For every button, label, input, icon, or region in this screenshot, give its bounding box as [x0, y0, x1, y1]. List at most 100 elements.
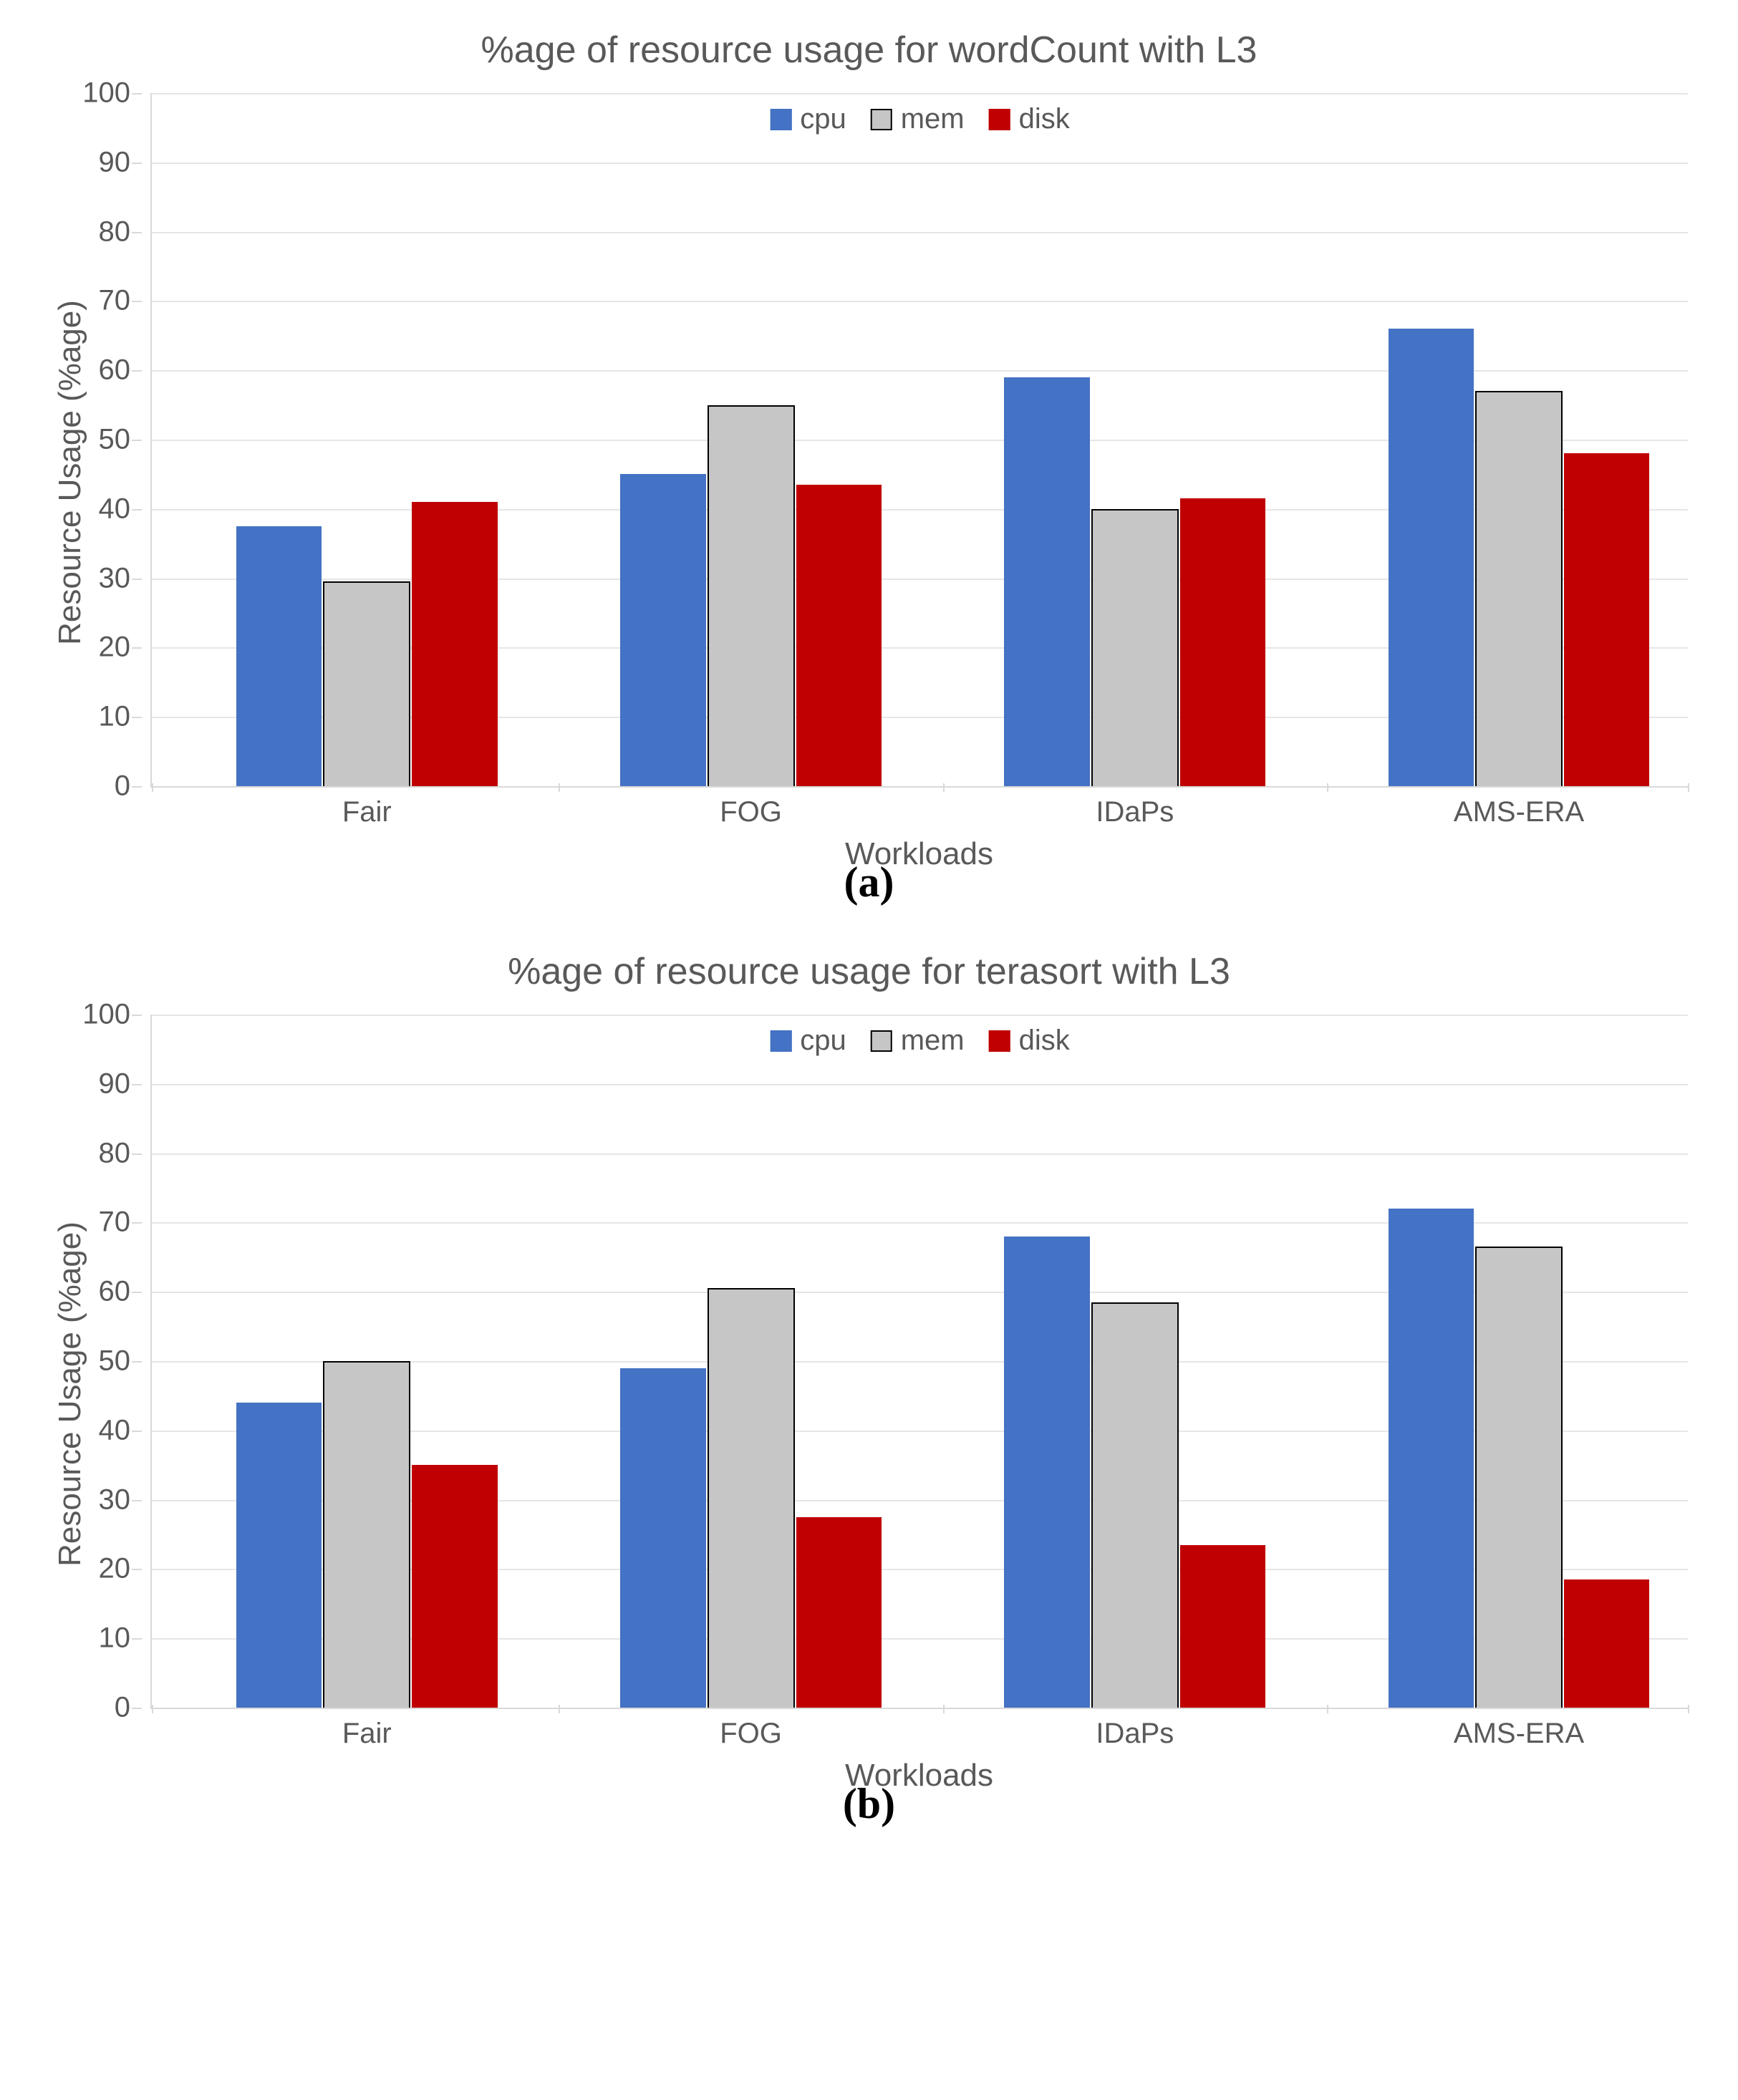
bar-group	[1004, 93, 1265, 786]
y-tick-label: 50	[99, 424, 141, 456]
bar-disk	[1180, 498, 1265, 786]
bar-group	[620, 1015, 882, 1708]
chart-title: %age of resource usage for terasort with…	[21, 950, 1717, 993]
bar-cpu	[1389, 1209, 1474, 1708]
bar-mem	[708, 1288, 795, 1708]
bar-cpu	[1389, 329, 1474, 786]
x-tick-label: AMS-ERA	[1454, 1718, 1584, 1750]
x-labels: Fair FOG IDaPs AMS-ERA	[152, 792, 1688, 828]
chart-frame: Resource Usage (%age)0102030405060708090…	[21, 93, 1717, 852]
bar-mem	[323, 581, 410, 786]
cpu-swatch-icon	[770, 109, 791, 130]
bar-group	[620, 93, 882, 786]
x-tick-mark	[1688, 1705, 1689, 1713]
bar-disk	[796, 485, 882, 786]
legend-label: cpu	[800, 103, 846, 135]
legend-label: cpu	[800, 1025, 846, 1057]
bar-group	[1389, 93, 1650, 786]
legend-item-cpu: cpu	[770, 1025, 846, 1057]
bar-cpu	[1004, 1237, 1089, 1708]
bar-cpu	[236, 1403, 322, 1708]
y-tick-label: 100	[82, 77, 140, 110]
y-tick-label: 0	[115, 1692, 140, 1724]
x-tick-mark	[152, 1705, 153, 1713]
mem-swatch-icon	[871, 1030, 892, 1052]
bars-layer	[152, 1015, 1688, 1708]
cpu-swatch-icon	[770, 1030, 791, 1052]
legend-label: mem	[901, 1025, 965, 1057]
bar-disk	[1180, 1545, 1265, 1708]
disk-swatch-icon	[989, 1030, 1010, 1052]
y-tick-label: 20	[99, 1553, 141, 1585]
plot-area: 0102030405060708090100cpumemdiskFairFOGI…	[150, 93, 1688, 788]
chart-b: %age of resource usage for terasort with…	[21, 950, 1717, 1829]
y-tick-label: 10	[99, 701, 141, 733]
y-tick-label: 30	[99, 1484, 141, 1516]
legend: cpu mem disk	[764, 1022, 1076, 1060]
bar-disk	[412, 1465, 497, 1708]
y-tick-label: 40	[99, 493, 141, 525]
bar-mem	[1091, 1302, 1179, 1708]
x-tick-label: IDaPs	[1096, 796, 1174, 828]
y-tick-label: 0	[115, 770, 140, 803]
legend-item-mem: mem	[871, 1025, 965, 1057]
bar-mem	[1091, 509, 1179, 786]
disk-swatch-icon	[989, 109, 1010, 130]
bar-group	[1389, 1015, 1650, 1708]
bar-mem	[1475, 1247, 1563, 1708]
bar-cpu	[620, 1368, 705, 1708]
bar-group	[236, 1015, 498, 1708]
bar-cpu	[620, 474, 705, 786]
x-tick-label: Fair	[342, 796, 392, 828]
chart-frame: Resource Usage (%age) 0 10 20 30 40 50 60 70 80 90…	[21, 1015, 1717, 1774]
figure-root: %age of resource usage for wordCount wit…	[21, 29, 1717, 1829]
y-tick-label: 60	[99, 1276, 141, 1308]
plot-wrap: 0102030405060708090100cpumemdiskFairFOGI…	[150, 93, 1688, 852]
x-axis-label: Workloads	[150, 1758, 1688, 1794]
y-tick-label: 10	[99, 1622, 141, 1655]
bar-disk	[1564, 453, 1649, 786]
x-tick-label: FOG	[720, 796, 782, 828]
y-tick-label: 90	[99, 146, 141, 178]
x-labels: FairFOGIDaPsAMS-ERA	[152, 1713, 1688, 1749]
y-tick-label: 50	[99, 1345, 141, 1378]
x-axis-label: Workloads	[150, 836, 1688, 872]
plot-wrap: 0102030405060708090100cpumemdiskFairFOGI…	[150, 1015, 1688, 1774]
y-tick-label: 70	[99, 285, 141, 317]
y-tick-label: 60	[99, 354, 141, 387]
bar-disk	[412, 502, 497, 786]
x-tick-label: Fair	[342, 1718, 392, 1750]
bar-mem	[1475, 391, 1563, 786]
legend: cpu mem disk	[764, 100, 1076, 138]
x-tick-label: AMS-ERA	[1454, 796, 1584, 828]
bar-disk	[1564, 1579, 1649, 1708]
legend-item-cpu: cpu	[770, 103, 846, 135]
mem-swatch-icon	[871, 109, 892, 130]
y-tick-label: 100	[82, 999, 140, 1031]
bar-group	[1004, 1015, 1265, 1708]
y-tick-label: 80	[99, 1137, 141, 1169]
y-tick-label: 70	[99, 1206, 141, 1239]
legend-item-disk: disk	[989, 1025, 1070, 1057]
x-tick-mark	[559, 1705, 560, 1713]
bar-group	[236, 93, 498, 786]
chart-a: %age of resource usage for wordCount wit…	[21, 29, 1717, 907]
y-tick-label: 80	[99, 216, 141, 248]
legend-label: disk	[1019, 1025, 1070, 1057]
legend-label: disk	[1019, 103, 1070, 135]
bar-cpu	[236, 526, 322, 786]
x-tick-mark	[152, 783, 153, 792]
legend-label: mem	[901, 103, 965, 135]
y-tick-label: 40	[99, 1414, 141, 1446]
plot-area: 0102030405060708090100cpumemdiskFairFOGI…	[150, 1015, 1688, 1709]
y-axis-label: Resource Usage (%age)	[52, 300, 88, 645]
y-axis-label: Resource Usage (%age)	[52, 1221, 88, 1567]
bar-mem	[708, 405, 795, 786]
y-tick-label: 90	[99, 1068, 141, 1100]
x-tick-mark	[559, 783, 560, 792]
x-tick-mark	[1327, 1705, 1328, 1713]
legend-item-disk: disk	[989, 103, 1070, 135]
x-tick-label: IDaPs	[1096, 1718, 1174, 1750]
bar-mem	[323, 1361, 410, 1708]
chart-title: %age of resource usage for wordCount wit…	[21, 29, 1717, 72]
